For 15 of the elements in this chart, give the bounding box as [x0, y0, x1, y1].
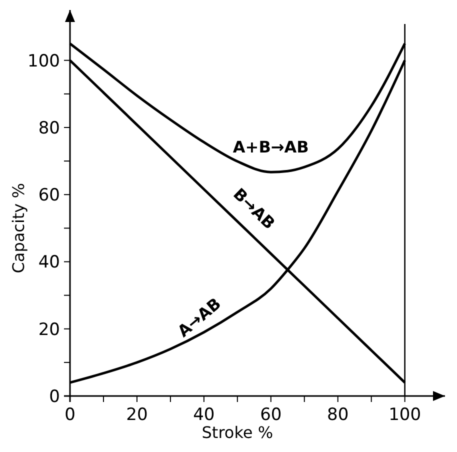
x-axis-title: Stroke % [202, 423, 274, 442]
x-tick-label: 60 [260, 405, 282, 425]
y-tick-label: 100 [28, 51, 60, 72]
x-tick-label: 100 [388, 405, 422, 425]
y-tick-label: 40 [38, 252, 60, 273]
x-tick-label: 20 [126, 405, 148, 425]
y-axis-title: Capacity % [9, 183, 28, 274]
x-tick-label: 80 [327, 405, 349, 425]
y-tick-label: 20 [38, 320, 60, 340]
x-tick-label: 40 [193, 405, 215, 425]
x-tick-label: 0 [64, 405, 76, 425]
y-tick-label: 80 [38, 118, 60, 138]
y-tick-label: 60 [38, 186, 60, 206]
y-tick-label: 0 [49, 387, 60, 407]
series-label: A+B→AB [232, 137, 309, 156]
